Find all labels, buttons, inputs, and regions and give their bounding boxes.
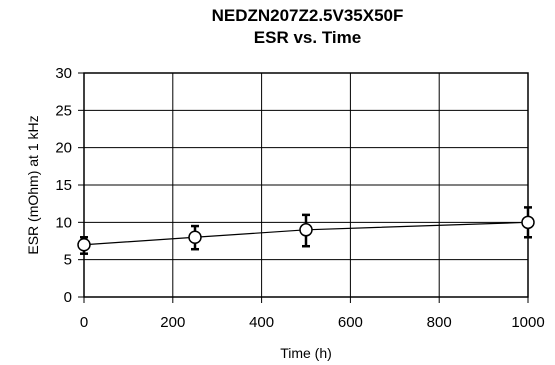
- y-tick-label: 20: [55, 140, 72, 157]
- y-axis-label: ESR (mOhm) at 1 kHz: [25, 115, 41, 254]
- data-point: [77, 237, 91, 252]
- y-tick-label: 15: [55, 177, 72, 194]
- chart-subtitle: ESR vs. Time: [253, 28, 362, 47]
- data-point: [299, 223, 313, 237]
- data-series: [77, 206, 535, 255]
- series-line: [83, 221, 529, 246]
- x-tick-label: 200: [160, 314, 185, 331]
- data-point: [188, 230, 202, 245]
- chart-title: NEDZN207Z2.5V35X50F: [211, 6, 404, 25]
- x-tick-label: 800: [427, 314, 452, 331]
- x-tick-label: 0: [80, 314, 88, 331]
- data-point: [521, 215, 535, 230]
- y-tick-label: 25: [55, 102, 72, 119]
- axis-ticks: 0 5 10 15 20 25 30 0 200 400 600 800 1000: [55, 65, 544, 331]
- x-axis-label: Time (h): [280, 345, 332, 361]
- x-tick-label: 600: [338, 314, 363, 331]
- grid-lines: [83, 72, 529, 298]
- x-tick-label: 1000: [511, 314, 544, 331]
- y-tick-label: 10: [55, 214, 72, 231]
- x-tick-label: 400: [249, 314, 274, 331]
- y-tick-label: 5: [64, 252, 72, 269]
- y-tick-label: 0: [64, 289, 72, 306]
- y-tick-label: 30: [55, 65, 72, 82]
